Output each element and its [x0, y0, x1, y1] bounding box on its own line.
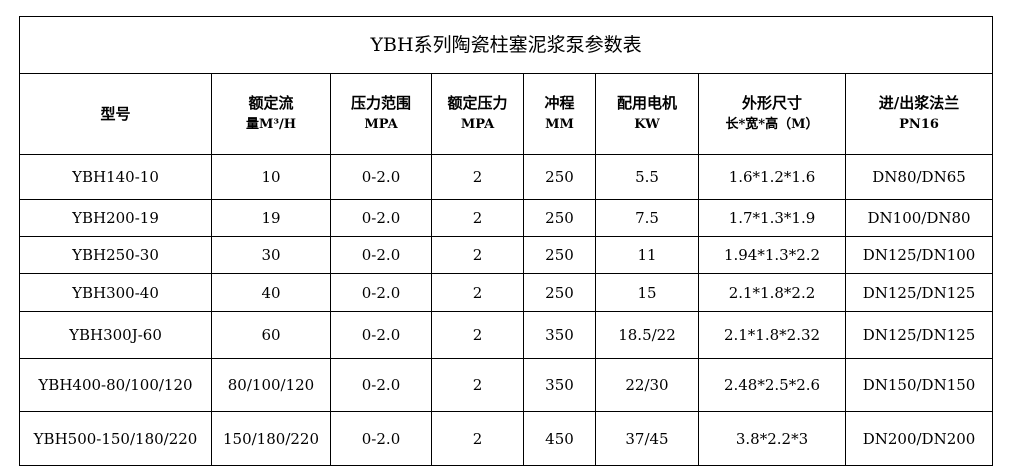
table-cell: 350 [523, 358, 596, 412]
table-cell: 2.1*1.8*2.32 [698, 311, 846, 359]
table-cell: DN125/DN125 [844, 311, 994, 359]
table-cell: 22/30 [595, 358, 699, 412]
table-cell: 0-2.0 [330, 358, 432, 412]
table-row: YBH300-40 40 0-2.0 2 250 15 2.1*1.8*2.2 DN125/D… [19, 273, 994, 312]
column-header: 压力范围 MPA [330, 73, 432, 155]
table-cell: 1.6*1.2*1.6 [698, 154, 846, 200]
table-cell: 2 [431, 199, 524, 237]
table-row: YBH400-80/100/120 80/100/120 0-2.0 2 350 22/3… [19, 358, 994, 412]
header-unit: MPA [460, 117, 495, 132]
table-cell: YBH300-40 [19, 273, 212, 312]
table-cell: 0-2.0 [330, 411, 432, 466]
header-unit: MM [545, 117, 574, 132]
table-cell: 1.7*1.3*1.9 [698, 199, 846, 237]
table-row: YBH140-10 10 0-2.0 2 250 5.5 1.6*1.2*1.6 DN80/D… [19, 154, 994, 200]
header-label: 压力范围 [350, 94, 411, 112]
table-cell: 19 [211, 199, 331, 237]
table-cell: DN150/DN150 [844, 358, 994, 412]
table-cell: 2.48*2.5*2.6 [698, 358, 846, 412]
header-label: 配用电机 [616, 94, 677, 112]
header-label: 外形尺寸 [741, 94, 802, 112]
table-cell: 350 [523, 311, 596, 359]
table-cell: DN200/DN200 [844, 411, 994, 466]
table-cell: 0-2.0 [330, 311, 432, 359]
header-label: 额定流 [248, 94, 294, 112]
parameter-table: YBH系列陶瓷柱塞泥浆泵参数表 型号 额定流量M³/H 压力范围 MPA 额定压力 MPA… [18, 16, 994, 466]
table-cell: 2.1*1.8*2.2 [698, 273, 846, 312]
table-row: YBH250-30 30 0-2.0 2 250 11 1.94*1.3*2.2 DN125/… [19, 236, 994, 274]
table-title: YBH系列陶瓷柱塞泥浆泵参数表 [18, 16, 994, 74]
table-cell: 18.5/22 [595, 311, 699, 359]
table-cell: 250 [523, 236, 596, 274]
header-label: 冲程 [544, 94, 575, 112]
column-header: 配用电机 KW [595, 73, 699, 155]
table-cell: 2 [431, 358, 524, 412]
header-unit: 量M³/H [245, 117, 297, 132]
table-cell: 7.5 [595, 199, 699, 237]
table-cell: 60 [211, 311, 331, 359]
table-cell: 2 [431, 154, 524, 200]
table-cell: DN125/DN100 [844, 236, 994, 274]
table-cell: 250 [523, 199, 596, 237]
table-cell: 450 [523, 411, 596, 466]
table-row: YBH300J-60 60 0-2.0 2 350 18.5/22 2.1*1.8*2.32… [19, 311, 994, 359]
header-label: 额定压力 [447, 94, 508, 112]
table-cell: 250 [523, 154, 596, 200]
table-cell: 0-2.0 [330, 236, 432, 274]
table-cell: YBH140-10 [19, 154, 212, 200]
table-cell: YBH200-19 [19, 199, 212, 237]
table-cell: 0-2.0 [330, 154, 432, 200]
table-cell: YBH250-30 [19, 236, 212, 274]
header-label: 型号 [100, 105, 131, 123]
table-cell: YBH400-80/100/120 [19, 358, 212, 412]
table-row: YBH500-150/180/220 150/180/220 0-2.0 2 450 37… [19, 411, 994, 466]
column-header: 额定压力 MPA [431, 73, 524, 155]
header-unit: KW [634, 117, 660, 132]
header-row: 型号 额定流量M³/H 压力范围 MPA 额定压力 MPA 冲程 MM 配用电机 KW 外形尺寸长*… [19, 73, 994, 155]
table-cell: 0-2.0 [330, 273, 432, 312]
header-unit: 长*宽*高（M） [725, 117, 819, 132]
table-cell: 30 [211, 236, 331, 274]
table-cell: 2 [431, 273, 524, 312]
table-cell: 15 [595, 273, 699, 312]
column-header: 冲程 MM [523, 73, 596, 155]
header-label: 进/出浆法兰 [878, 94, 960, 112]
table-cell: 3.8*2.2*3 [698, 411, 846, 466]
column-header: 外形尺寸长*宽*高（M） [698, 73, 846, 155]
column-header: 进/出浆法兰 PN16 [844, 73, 994, 155]
table-cell: 0-2.0 [330, 199, 432, 237]
table-cell: 5.5 [595, 154, 699, 200]
table-cell: 2 [431, 411, 524, 466]
table-cell: 2 [431, 236, 524, 274]
table-cell: DN80/DN65 [844, 154, 994, 200]
table-cell: 150/180/220 [211, 411, 331, 466]
column-header: 额定流量M³/H [211, 73, 331, 155]
table-cell: 40 [211, 273, 331, 312]
table-cell: 1.94*1.3*2.2 [698, 236, 846, 274]
table-cell: YBH500-150/180/220 [19, 411, 212, 466]
table-cell: YBH300J-60 [19, 311, 212, 359]
header-unit: MPA [364, 117, 398, 132]
header-unit: PN16 [899, 117, 939, 132]
table-cell: DN100/DN80 [844, 199, 994, 237]
table-cell: 37/45 [595, 411, 699, 466]
table-cell: 250 [523, 273, 596, 312]
table-cell: 11 [595, 236, 699, 274]
table-cell: 2 [431, 311, 524, 359]
table-cell: 10 [211, 154, 331, 200]
table-cell: DN125/DN125 [844, 273, 994, 312]
table-row: YBH200-19 19 0-2.0 2 250 7.5 1.7*1.3*1.9 DN100/… [19, 199, 994, 237]
column-header: 型号 [19, 73, 212, 155]
table-cell: 80/100/120 [211, 358, 331, 412]
